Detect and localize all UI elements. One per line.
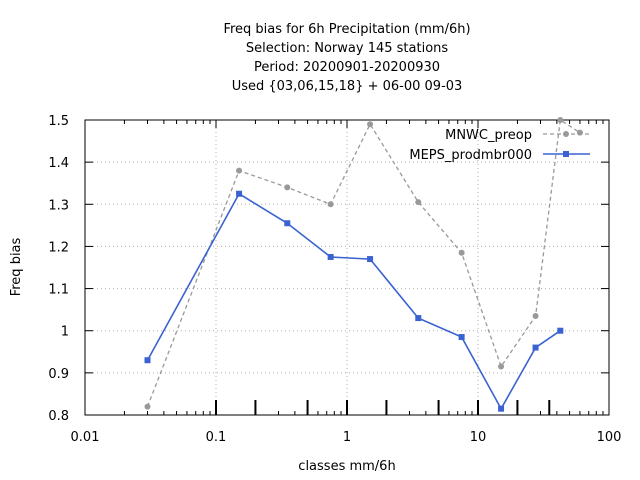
data-point <box>327 253 334 260</box>
data-point <box>532 344 539 351</box>
x-axis-label: classes mm/6h <box>298 459 395 474</box>
legend-entry: MNWC_preop <box>445 128 590 143</box>
data-point <box>557 327 564 334</box>
y-tick-label: 1.5 <box>48 114 69 129</box>
x-tick-label: 1 <box>343 430 351 445</box>
chart-title-line: Used {03,06,15,18} + 06-00 09-03 <box>232 79 463 94</box>
data-point <box>458 334 465 341</box>
legend-label: MEPS_prodmbr000 <box>409 148 532 163</box>
y-tick-label: 1.2 <box>48 240 69 255</box>
data-point <box>144 403 151 410</box>
x-tick-label: 100 <box>597 430 622 445</box>
y-tick-label: 1 <box>61 325 69 340</box>
series-line <box>146 192 561 411</box>
legend-marker <box>563 151 569 157</box>
chart-title-line: Selection: Norway 145 stations <box>246 41 449 56</box>
data-point <box>415 315 422 322</box>
y-tick-label: 1.1 <box>48 283 69 298</box>
y-tick-label: 0.9 <box>48 367 69 382</box>
legend-label: MNWC_preop <box>445 128 532 143</box>
data-point <box>576 129 583 136</box>
data-point <box>498 363 505 370</box>
y-axis-label: Freq bias <box>9 237 24 296</box>
data-point <box>458 249 465 256</box>
data-point <box>532 312 539 319</box>
legend-entry: MEPS_prodmbr000 <box>409 148 590 163</box>
legend-marker <box>563 131 569 137</box>
data-point <box>236 167 243 174</box>
x-tick-label: 0.1 <box>206 430 227 445</box>
chart-title: Freq bias for 6h Precipitation (mm/6h) Se… <box>223 22 470 94</box>
y-tick-label: 1.3 <box>48 198 69 213</box>
x-axis: 0.01 0.1 1 10 100 <box>71 120 622 445</box>
data-point <box>367 256 374 263</box>
data-point <box>415 199 422 206</box>
grid <box>85 120 609 415</box>
y-axis: 0.8 0.9 1 1.1 1.2 1.3 1.4 1.5 <box>48 114 609 424</box>
data-point <box>367 121 374 128</box>
data-point <box>144 357 151 364</box>
data-point <box>557 117 564 123</box>
series-MEPS_prodmbr000 <box>144 190 564 412</box>
chart-title-line: Period: 20200901-20200930 <box>254 60 440 75</box>
y-tick-label: 0.8 <box>48 409 69 424</box>
data-point <box>498 405 505 412</box>
data-point <box>236 190 243 197</box>
chart-title-line: Freq bias for 6h Precipitation (mm/6h) <box>223 22 470 37</box>
x-tick-label: 10 <box>470 430 487 445</box>
data-point <box>327 201 334 208</box>
y-tick-label: 1.4 <box>48 156 69 171</box>
legend: MNWC_preop MEPS_prodmbr000 <box>409 128 590 163</box>
x-tick-label: 0.01 <box>71 430 100 445</box>
data-point <box>284 220 291 227</box>
series-line <box>146 118 581 407</box>
data-point <box>284 184 291 191</box>
